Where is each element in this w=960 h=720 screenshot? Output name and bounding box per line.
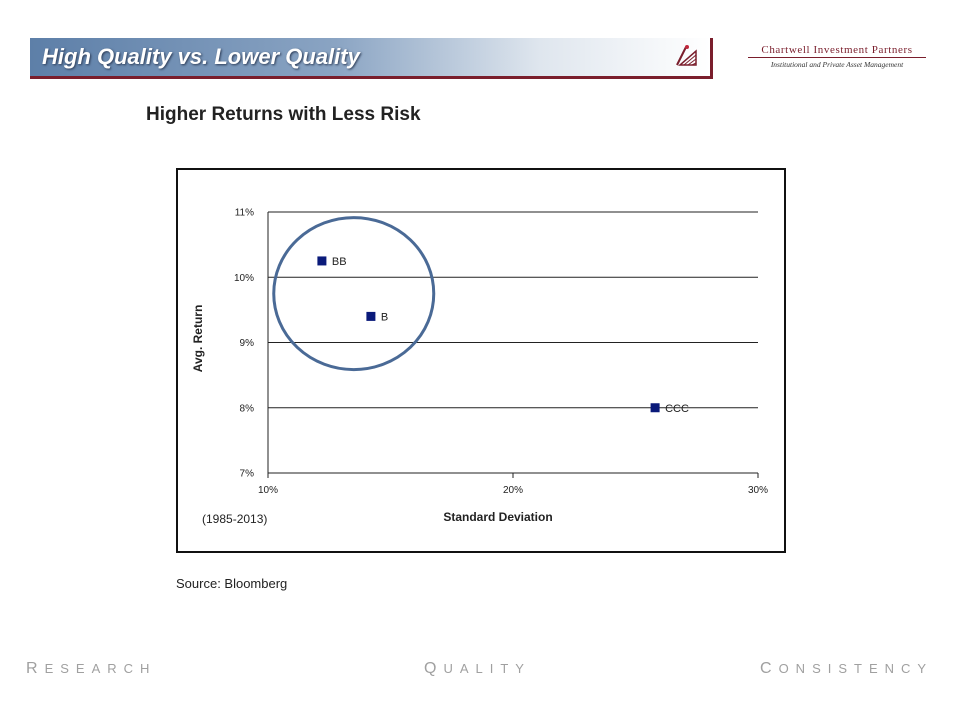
y-tick-label: 10% <box>234 273 254 284</box>
chart-subtitle: Higher Returns with Less Risk <box>146 104 421 125</box>
data-label-bb: BB <box>332 256 347 268</box>
data-point-bb <box>317 256 327 266</box>
y-tick-label: 8% <box>240 403 255 414</box>
y-tick-label: 11% <box>235 208 254 219</box>
y-axis-title: Avg. Return <box>191 305 205 373</box>
footer-research: RESEARCH <box>26 660 157 677</box>
source-note: Source: Bloomberg <box>176 576 288 591</box>
data-label-ccc: CCC <box>665 403 689 415</box>
data-label-b: B <box>381 311 388 323</box>
y-tick-label: 7% <box>240 469 255 480</box>
brand-tagline: Institutional and Private Asset Manageme… <box>770 60 904 69</box>
slide-title: High Quality vs. Lower Quality <box>42 44 360 69</box>
y-tick-label: 9% <box>240 338 255 349</box>
period-note: (1985-2013) <box>202 512 268 526</box>
data-point-b <box>366 311 376 321</box>
x-tick-label: 30% <box>748 485 768 496</box>
footer-quality: QUALITY <box>424 660 531 677</box>
title-bar: High Quality vs. Lower Quality <box>30 38 713 79</box>
x-axis-title: Standard Deviation <box>443 510 552 524</box>
scatter-chart: 7% 8% 9% 10% 11% 10% 20% 30% Standard Deviation A… <box>191 208 768 525</box>
brand-block: Chartwell Investment Partners Institutio… <box>748 44 926 69</box>
brand-name: Chartwell Investment Partners <box>748 44 926 58</box>
x-tick-label: 20% <box>503 485 523 496</box>
highlight-circle <box>272 216 436 372</box>
data-point-ccc <box>650 403 660 413</box>
footer-consistency: CONSISTENCY <box>760 660 934 677</box>
chartwell-logo-icon <box>676 45 697 66</box>
x-tick-label: 10% <box>258 485 278 496</box>
chart-frame: 7% 8% 9% 10% 11% 10% 20% 30% Standard Deviation A… <box>176 168 786 553</box>
